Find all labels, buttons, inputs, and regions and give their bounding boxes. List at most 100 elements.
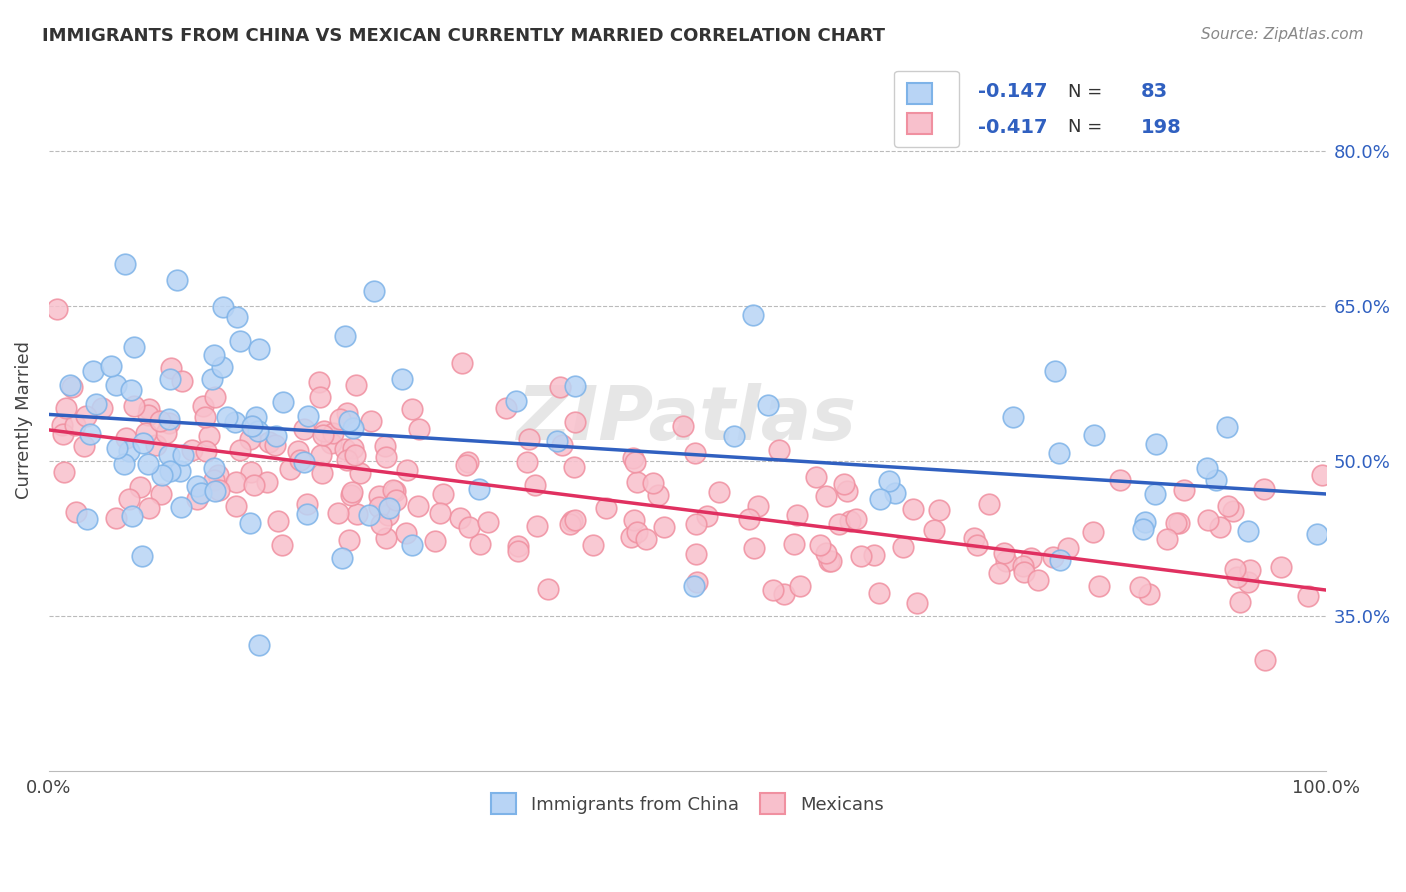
Point bbox=[1222, 504, 1244, 518]
Point bbox=[905, 596, 928, 610]
Point bbox=[1216, 420, 1239, 434]
Point bbox=[747, 499, 769, 513]
Point bbox=[1047, 446, 1070, 460]
Point bbox=[239, 432, 262, 446]
Point bbox=[114, 431, 136, 445]
Point bbox=[508, 539, 530, 553]
Text: R =: R = bbox=[904, 83, 943, 101]
Text: 83: 83 bbox=[1140, 82, 1167, 101]
Point bbox=[506, 544, 529, 558]
Point bbox=[1164, 516, 1187, 531]
Point bbox=[240, 465, 263, 479]
Point bbox=[401, 538, 423, 552]
Point bbox=[457, 519, 479, 533]
Point bbox=[225, 499, 247, 513]
Point bbox=[1223, 562, 1246, 576]
Point bbox=[256, 475, 278, 490]
Legend: Immigrants from China, Mexicans: Immigrants from China, Mexicans bbox=[479, 782, 894, 825]
Point bbox=[1042, 550, 1064, 565]
Point bbox=[112, 457, 135, 471]
Point bbox=[138, 500, 160, 515]
Point bbox=[159, 372, 181, 386]
Point bbox=[228, 442, 250, 457]
Point bbox=[308, 390, 330, 404]
Point bbox=[52, 465, 75, 479]
Point bbox=[1132, 522, 1154, 536]
Point bbox=[337, 533, 360, 548]
Point bbox=[523, 478, 546, 492]
Point bbox=[814, 489, 837, 503]
Point bbox=[396, 462, 419, 476]
Point bbox=[157, 412, 180, 426]
Point bbox=[626, 475, 648, 490]
Point bbox=[239, 516, 262, 530]
Point bbox=[685, 547, 707, 561]
Point bbox=[342, 421, 364, 435]
Point bbox=[742, 308, 765, 322]
Point bbox=[336, 452, 359, 467]
Point bbox=[240, 419, 263, 434]
Point bbox=[287, 444, 309, 458]
Point bbox=[344, 378, 367, 392]
Point bbox=[558, 517, 581, 532]
Point bbox=[204, 483, 226, 498]
Point bbox=[278, 461, 301, 475]
Point bbox=[1088, 579, 1111, 593]
Point bbox=[818, 553, 841, 567]
Point bbox=[963, 531, 986, 545]
Point bbox=[377, 508, 399, 523]
Point bbox=[202, 461, 225, 475]
Point bbox=[1209, 519, 1232, 533]
Point bbox=[225, 310, 247, 324]
Point bbox=[449, 510, 471, 524]
Point bbox=[336, 407, 359, 421]
Point bbox=[82, 364, 104, 378]
Point bbox=[1137, 587, 1160, 601]
Point bbox=[157, 448, 180, 462]
Point bbox=[1056, 541, 1078, 556]
Point bbox=[247, 425, 270, 439]
Point bbox=[756, 398, 779, 412]
Point bbox=[79, 426, 101, 441]
Point bbox=[505, 394, 527, 409]
Point bbox=[368, 500, 391, 514]
Point bbox=[884, 486, 907, 500]
Point bbox=[623, 513, 645, 527]
Point bbox=[626, 525, 648, 540]
Point bbox=[224, 415, 246, 429]
Point bbox=[546, 434, 568, 449]
Point bbox=[160, 360, 183, 375]
Point bbox=[374, 439, 396, 453]
Point bbox=[172, 448, 194, 462]
Point bbox=[308, 376, 330, 390]
Point bbox=[202, 348, 225, 362]
Point bbox=[1001, 410, 1024, 425]
Point bbox=[1197, 513, 1219, 527]
Point bbox=[343, 448, 366, 462]
Point bbox=[470, 536, 492, 550]
Point bbox=[406, 499, 429, 513]
Text: 198: 198 bbox=[1140, 118, 1181, 137]
Point bbox=[271, 394, 294, 409]
Point bbox=[322, 425, 344, 440]
Point bbox=[169, 464, 191, 478]
Point bbox=[329, 412, 352, 426]
Point bbox=[124, 399, 146, 413]
Point bbox=[1254, 652, 1277, 666]
Point bbox=[993, 546, 1015, 560]
Point bbox=[333, 442, 356, 456]
Point bbox=[211, 360, 233, 375]
Point bbox=[1021, 550, 1043, 565]
Point bbox=[132, 435, 155, 450]
Point bbox=[789, 579, 811, 593]
Point bbox=[595, 500, 617, 515]
Point bbox=[340, 484, 363, 499]
Point bbox=[516, 455, 538, 469]
Point bbox=[561, 514, 583, 528]
Point bbox=[495, 401, 517, 416]
Point bbox=[333, 329, 356, 343]
Point bbox=[1270, 559, 1292, 574]
Point bbox=[636, 532, 658, 546]
Point bbox=[1156, 533, 1178, 547]
Point bbox=[60, 380, 83, 394]
